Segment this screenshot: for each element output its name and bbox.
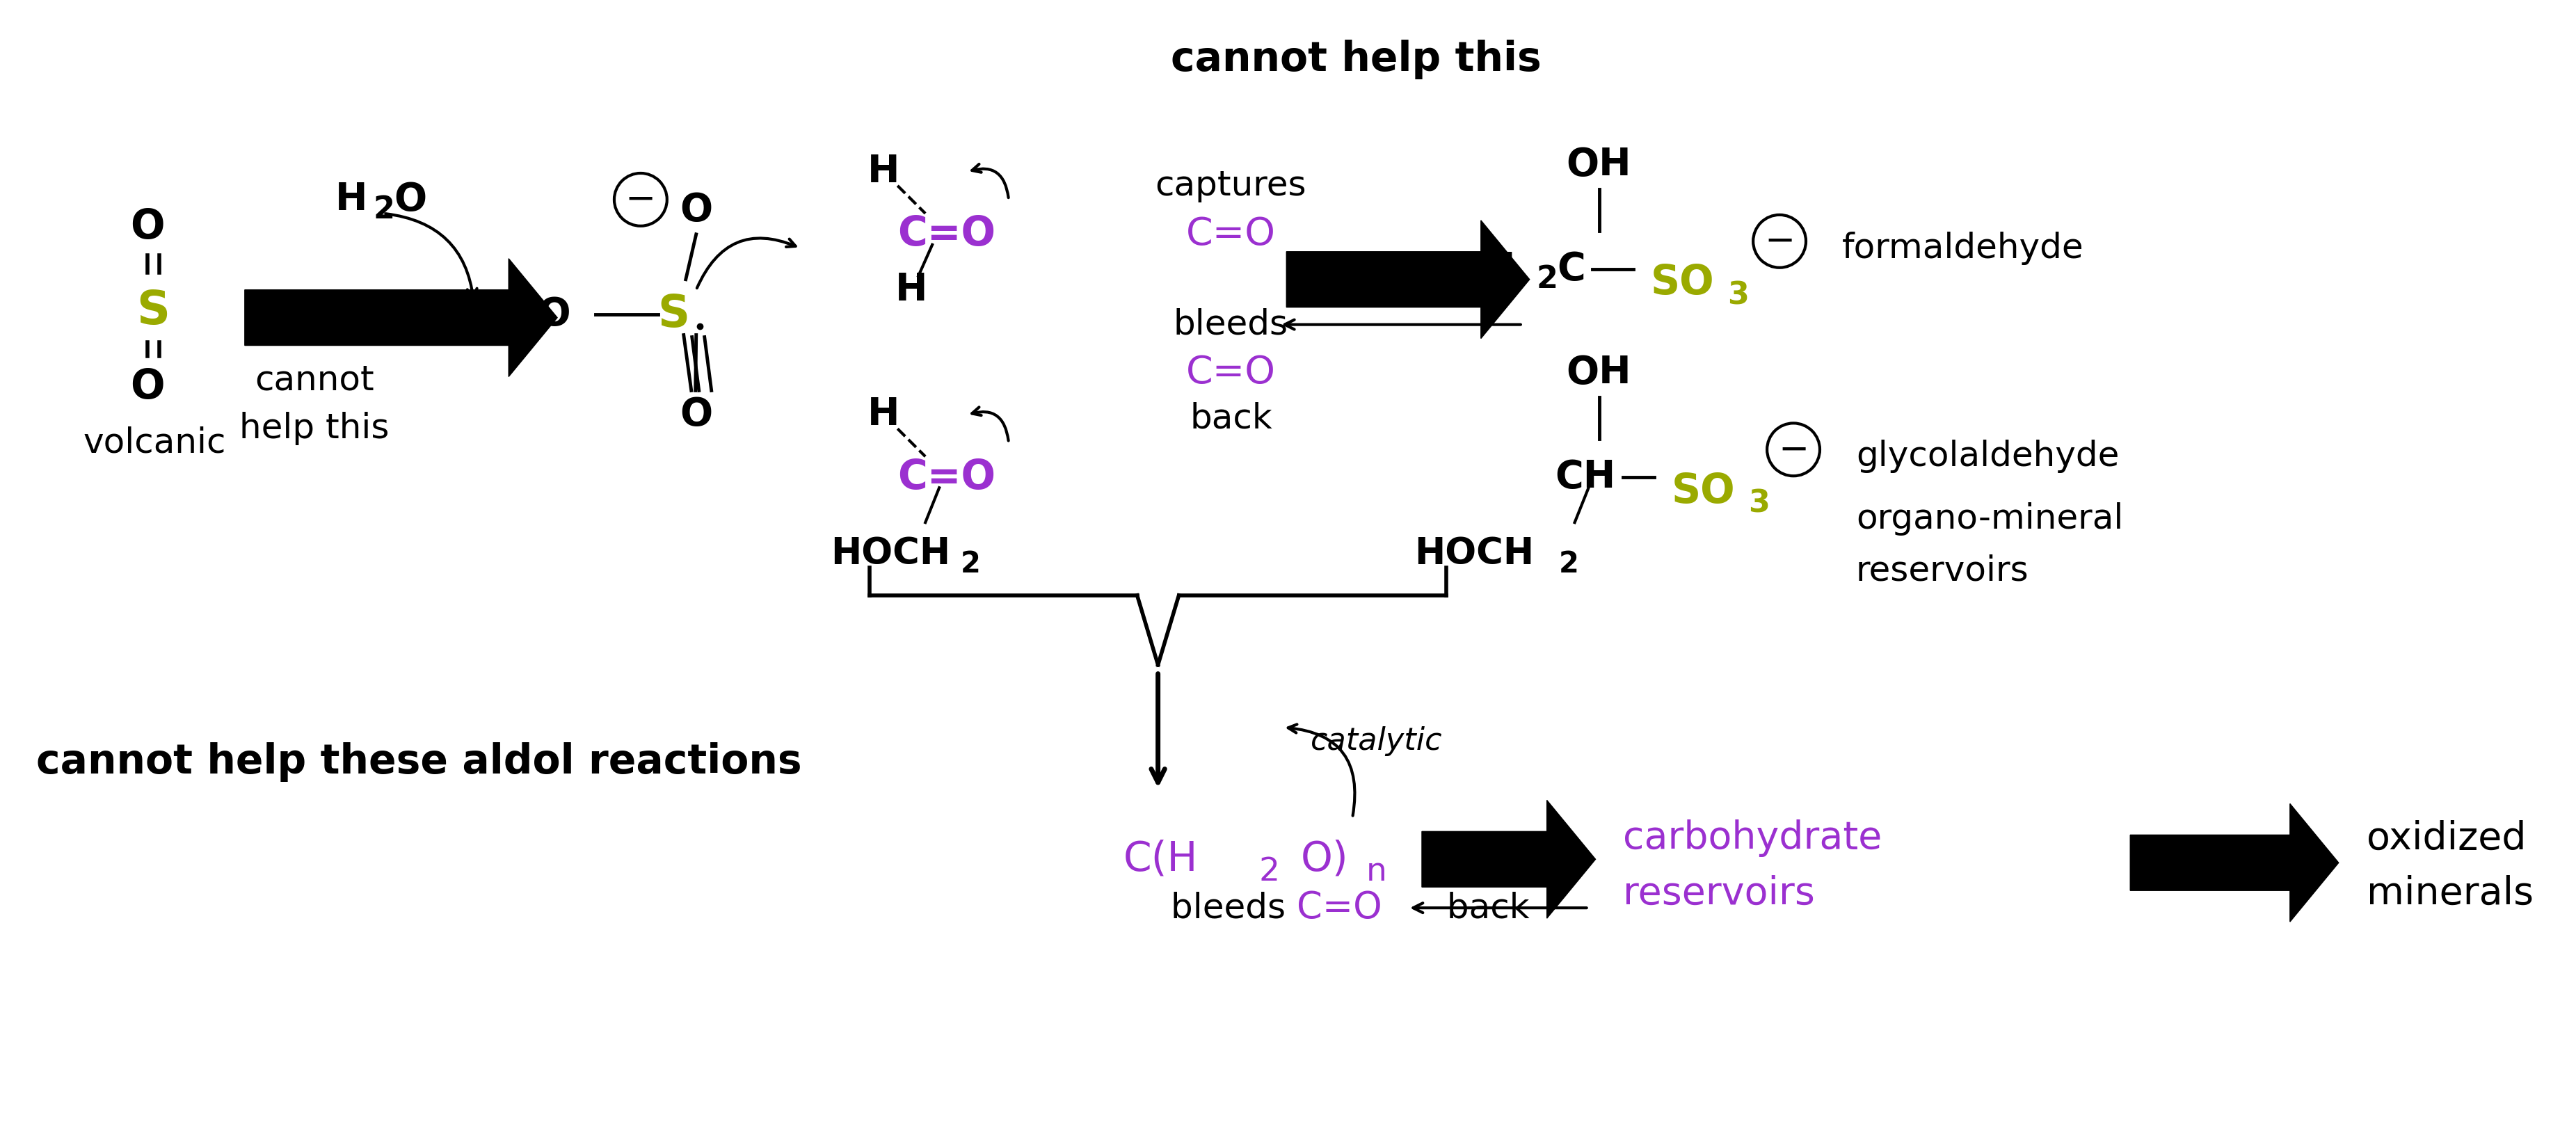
Polygon shape bbox=[245, 258, 556, 377]
Text: bleeds: bleeds bbox=[1172, 891, 1296, 924]
Text: O: O bbox=[131, 207, 165, 247]
Text: CH: CH bbox=[1556, 459, 1615, 496]
Text: catalytic: catalytic bbox=[1311, 726, 1443, 756]
Text: cannot help this: cannot help this bbox=[1170, 40, 1540, 80]
Text: HOCH: HOCH bbox=[1414, 536, 1533, 571]
Text: 2: 2 bbox=[374, 195, 394, 225]
Text: bleeds: bleeds bbox=[1175, 308, 1288, 341]
Text: C=O: C=O bbox=[1185, 215, 1275, 253]
Polygon shape bbox=[1422, 800, 1595, 918]
Text: n: n bbox=[1365, 856, 1386, 888]
Text: S: S bbox=[137, 288, 170, 333]
Text: O: O bbox=[680, 396, 714, 434]
Text: captures: captures bbox=[1154, 168, 1306, 203]
Text: H: H bbox=[335, 181, 368, 218]
Text: help this: help this bbox=[240, 412, 389, 445]
Text: cannot help these aldol reactions: cannot help these aldol reactions bbox=[36, 742, 801, 782]
Text: O: O bbox=[680, 191, 714, 229]
Text: C=O: C=O bbox=[896, 457, 994, 497]
Text: C=O: C=O bbox=[1185, 354, 1275, 391]
Text: glycolaldehyde: glycolaldehyde bbox=[1855, 439, 2120, 473]
Text: volcanic: volcanic bbox=[82, 426, 227, 460]
Text: C=O: C=O bbox=[896, 214, 994, 254]
Polygon shape bbox=[1285, 221, 1530, 338]
Text: 3: 3 bbox=[1749, 488, 1770, 519]
Text: 2: 2 bbox=[1558, 550, 1579, 579]
Text: O: O bbox=[394, 181, 428, 218]
Text: cannot: cannot bbox=[255, 363, 374, 397]
Text: H: H bbox=[868, 152, 899, 190]
Text: oxidized: oxidized bbox=[2367, 819, 2527, 857]
Text: reservoirs: reservoirs bbox=[1855, 554, 2030, 588]
Text: OH: OH bbox=[1566, 146, 1631, 183]
Text: 2: 2 bbox=[961, 550, 981, 579]
Text: O): O) bbox=[1301, 840, 1347, 879]
Text: 3: 3 bbox=[1726, 280, 1749, 311]
Text: SO: SO bbox=[1651, 263, 1713, 303]
Text: OH: OH bbox=[1566, 354, 1631, 391]
Text: formaldehyde: formaldehyde bbox=[1842, 231, 2084, 265]
Text: SO: SO bbox=[1672, 471, 1736, 511]
Text: H: H bbox=[896, 271, 927, 308]
Text: −: − bbox=[1777, 431, 1808, 468]
Text: O: O bbox=[131, 368, 165, 407]
Text: 2: 2 bbox=[1260, 856, 1280, 888]
Polygon shape bbox=[2130, 803, 2339, 922]
Text: back: back bbox=[1435, 891, 1530, 924]
Text: HO: HO bbox=[505, 296, 572, 333]
Text: C=O: C=O bbox=[1296, 890, 1383, 926]
Text: −: − bbox=[626, 181, 657, 217]
Text: 2: 2 bbox=[1535, 264, 1558, 295]
Text: H: H bbox=[868, 396, 899, 434]
Text: back: back bbox=[1190, 402, 1273, 435]
Text: C: C bbox=[1556, 250, 1584, 288]
Text: carbohydrate: carbohydrate bbox=[1623, 819, 1883, 857]
Text: minerals: minerals bbox=[2367, 875, 2532, 913]
Text: organo-mineral: organo-mineral bbox=[1855, 502, 2123, 536]
Text: HOCH: HOCH bbox=[829, 536, 951, 571]
Text: H: H bbox=[1484, 250, 1515, 288]
Text: −: − bbox=[1765, 223, 1795, 259]
Text: C(H: C(H bbox=[1123, 840, 1198, 879]
Text: reservoirs: reservoirs bbox=[1623, 875, 1816, 913]
Text: S: S bbox=[657, 292, 690, 336]
